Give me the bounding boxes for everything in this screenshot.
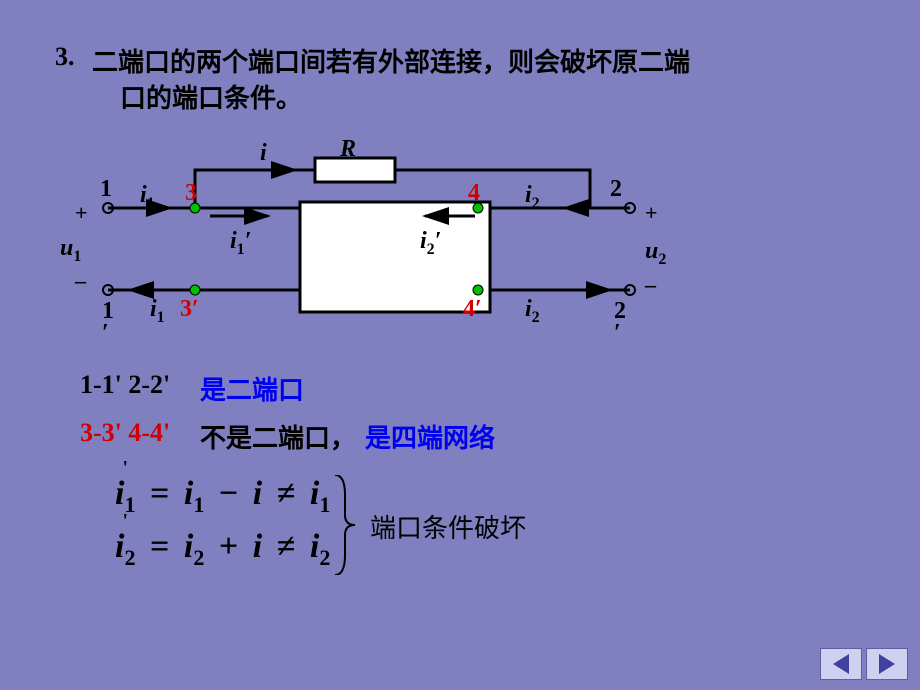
terminal-1: 1: [100, 176, 112, 202]
label-i: i: [260, 140, 267, 166]
label-i2: i2: [525, 182, 540, 212]
line-a-prefix: 1-1' 2-2': [80, 370, 170, 400]
heading-line1: 二端口的两个端口间若有外部连接，则会破坏原二端: [92, 42, 690, 79]
eq-note: 端口条件破坏: [370, 508, 526, 545]
heading-line2: 口的端口条件。: [120, 78, 302, 115]
label-u2: u2: [645, 238, 666, 268]
line-b-body-a: 不是二端口，: [200, 418, 356, 455]
plus-left: +: [75, 200, 88, 225]
equation-2: i'2 = i2 + i ≠ i2: [115, 528, 330, 571]
label-i1: i1: [140, 182, 155, 212]
node-4: 4: [468, 180, 480, 206]
label-R: R: [339, 136, 356, 162]
node-3: 3: [185, 180, 197, 206]
terminal-2p-b: ′: [614, 320, 621, 346]
minus-left: –: [74, 268, 87, 293]
line-a-body: 是二端口: [200, 370, 304, 407]
line-b-prefix: 3-3' 4-4': [80, 418, 170, 448]
prev-button[interactable]: [820, 648, 862, 680]
label-i1-b: i1: [150, 296, 165, 326]
label-u1: u1: [60, 235, 81, 265]
equation-1: i'1 = i1 − i ≠ i1: [115, 475, 330, 518]
minus-right: –: [644, 272, 657, 297]
line-b-body-b: 是四端网络: [365, 418, 495, 455]
terminal-1p-b: ′: [102, 320, 109, 346]
heading-num: 3.: [55, 42, 75, 72]
brace-icon: [330, 475, 360, 575]
plus-right: +: [645, 200, 658, 225]
terminal-2: 2: [610, 176, 622, 202]
next-button[interactable]: [866, 648, 908, 680]
label-i2-b: i2: [525, 296, 540, 326]
node-3p: 3′: [180, 296, 199, 322]
node-4p: 4′: [463, 296, 482, 322]
label-i1p: i1′: [230, 228, 251, 258]
